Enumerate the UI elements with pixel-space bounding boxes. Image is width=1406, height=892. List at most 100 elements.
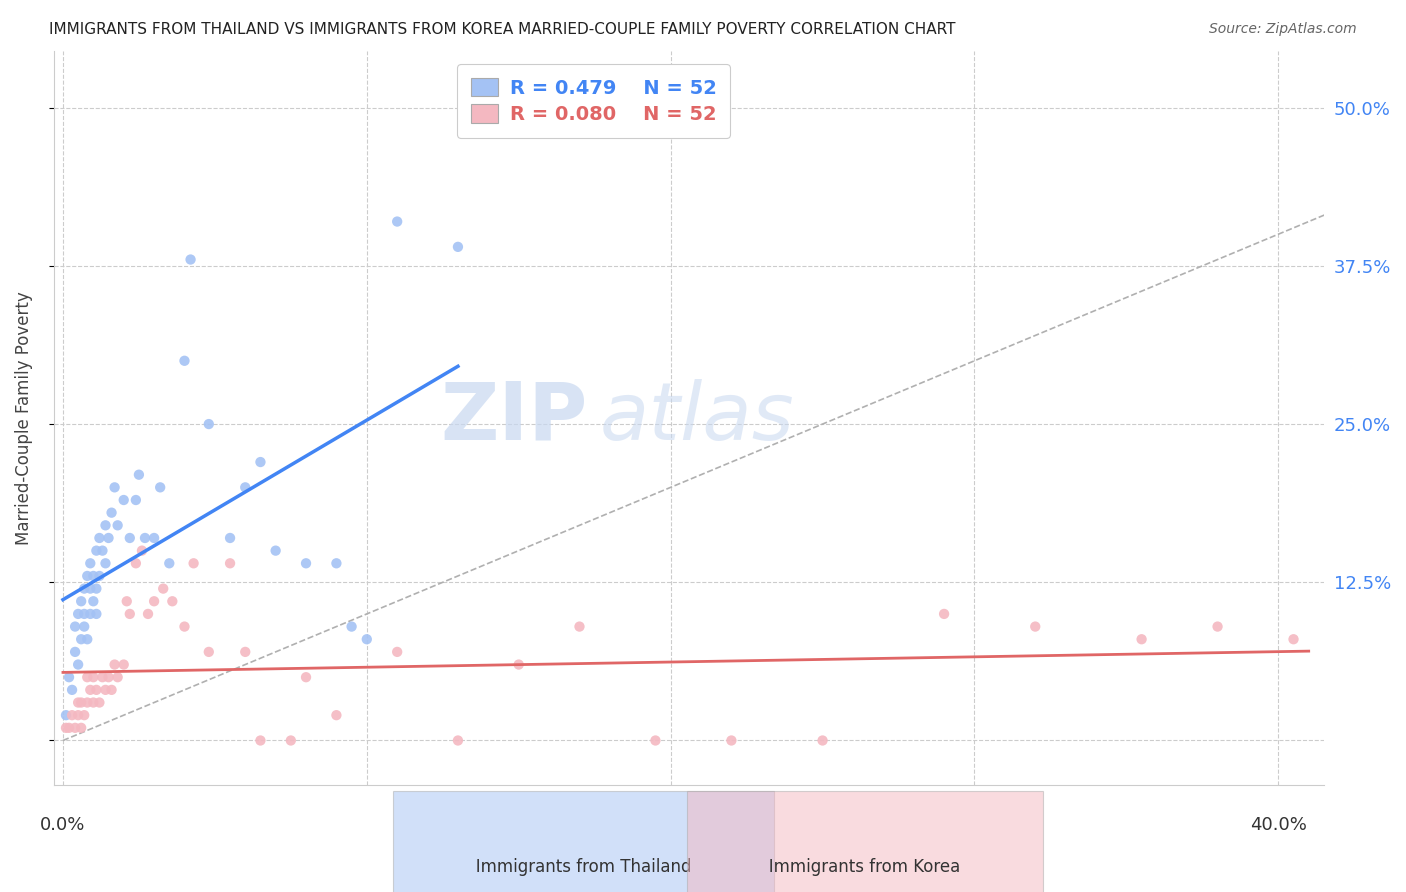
Point xyxy=(79,582,101,596)
Text: Immigrants from Korea: Immigrants from Korea xyxy=(754,858,976,876)
Point xyxy=(70,632,93,647)
Text: 0.0%: 0.0% xyxy=(41,816,86,834)
Text: Source: ZipAtlas.com: Source: ZipAtlas.com xyxy=(1209,22,1357,37)
Point xyxy=(63,645,86,659)
Point xyxy=(811,733,834,747)
Point xyxy=(67,657,90,672)
Point xyxy=(568,619,591,633)
Text: 40.0%: 40.0% xyxy=(1250,816,1306,834)
Point xyxy=(91,543,114,558)
Point xyxy=(219,556,242,570)
Text: Immigrants from Thailand: Immigrants from Thailand xyxy=(460,858,707,876)
Point xyxy=(720,733,742,747)
Point xyxy=(173,619,195,633)
Point xyxy=(73,582,96,596)
Point xyxy=(1024,619,1046,633)
Point xyxy=(104,480,127,494)
Point xyxy=(112,657,135,672)
Point xyxy=(131,543,153,558)
Point xyxy=(1206,619,1229,633)
Point xyxy=(91,670,114,684)
Point xyxy=(280,733,302,747)
Point xyxy=(115,594,138,608)
Point xyxy=(508,657,530,672)
Point xyxy=(100,506,122,520)
Point xyxy=(104,657,127,672)
Point xyxy=(55,721,77,735)
Point xyxy=(143,594,166,608)
Point xyxy=(60,708,83,723)
Point xyxy=(249,455,271,469)
Point xyxy=(162,594,184,608)
Y-axis label: Married-Couple Family Poverty: Married-Couple Family Poverty xyxy=(15,291,32,545)
Point xyxy=(107,670,129,684)
Point xyxy=(94,682,117,697)
Text: IMMIGRANTS FROM THAILAND VS IMMIGRANTS FROM KOREA MARRIED-COUPLE FAMILY POVERTY : IMMIGRANTS FROM THAILAND VS IMMIGRANTS F… xyxy=(49,22,956,37)
Point xyxy=(86,682,108,697)
Point xyxy=(63,619,86,633)
Point xyxy=(180,252,202,267)
Point xyxy=(295,670,318,684)
Point xyxy=(325,556,347,570)
Point xyxy=(67,607,90,621)
Point xyxy=(86,582,108,596)
Point xyxy=(644,733,666,747)
Point xyxy=(385,645,408,659)
Point xyxy=(136,607,159,621)
Point xyxy=(264,543,287,558)
Point xyxy=(118,531,141,545)
Point xyxy=(76,632,98,647)
Point xyxy=(58,670,80,684)
Point xyxy=(447,733,470,747)
Point xyxy=(198,645,221,659)
Point xyxy=(82,569,104,583)
Point xyxy=(76,696,98,710)
Point xyxy=(100,682,122,697)
Point xyxy=(89,531,111,545)
Point xyxy=(70,594,93,608)
Point xyxy=(94,518,117,533)
Point xyxy=(82,670,104,684)
Point xyxy=(67,696,90,710)
Point xyxy=(70,696,93,710)
Point xyxy=(89,569,111,583)
Point xyxy=(183,556,205,570)
Point xyxy=(233,480,256,494)
Point xyxy=(1282,632,1305,647)
Text: atlas: atlas xyxy=(600,379,794,457)
Point xyxy=(295,556,318,570)
Point xyxy=(76,670,98,684)
Point xyxy=(143,531,166,545)
Point xyxy=(97,531,120,545)
Point xyxy=(79,682,101,697)
Point xyxy=(198,417,221,431)
Legend: R = 0.479    N = 52, R = 0.080    N = 52: R = 0.479 N = 52, R = 0.080 N = 52 xyxy=(457,64,730,138)
Point xyxy=(73,619,96,633)
Point xyxy=(112,493,135,508)
Point xyxy=(55,708,77,723)
Point xyxy=(73,708,96,723)
Point xyxy=(60,682,83,697)
Point xyxy=(82,594,104,608)
Point xyxy=(356,632,378,647)
Point xyxy=(86,543,108,558)
Point xyxy=(340,619,363,633)
Point xyxy=(82,696,104,710)
Point xyxy=(70,721,93,735)
Point xyxy=(86,607,108,621)
Point xyxy=(97,670,120,684)
Point xyxy=(79,556,101,570)
Point xyxy=(73,607,96,621)
Point xyxy=(157,556,180,570)
Point xyxy=(107,518,129,533)
Point xyxy=(249,733,271,747)
Point xyxy=(152,582,174,596)
Point xyxy=(58,721,80,735)
Point xyxy=(385,214,408,228)
Point xyxy=(118,607,141,621)
Point xyxy=(67,708,90,723)
Point xyxy=(125,556,148,570)
Point xyxy=(63,721,86,735)
Point xyxy=(932,607,955,621)
Point xyxy=(89,696,111,710)
